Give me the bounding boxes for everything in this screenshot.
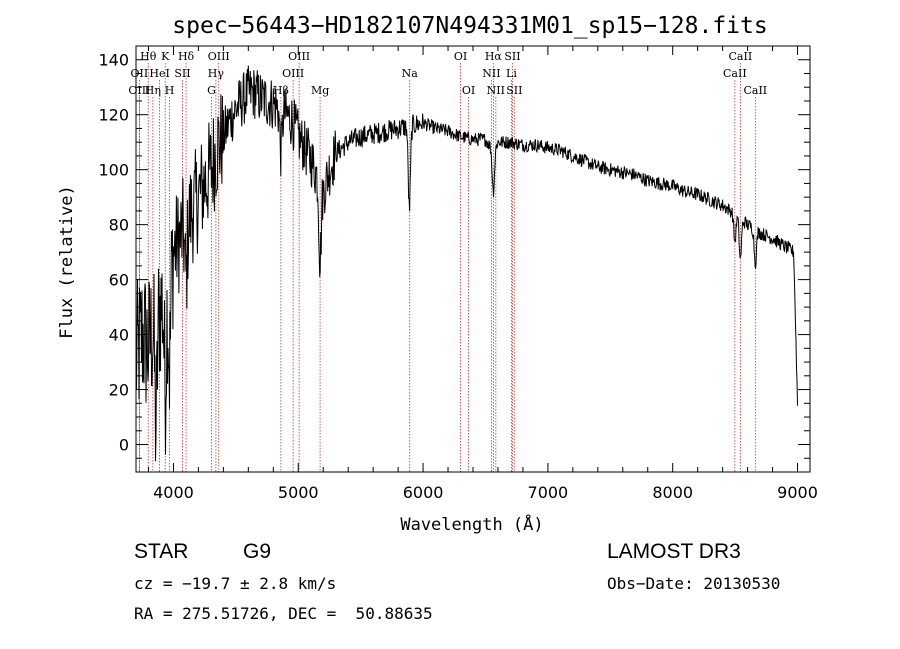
y-tick-label: 100 [98,161,129,180]
line-label: SII [174,67,190,80]
y-tick-label: 0 [119,436,129,455]
line-label: Mg [311,84,329,97]
line-label: Li [506,67,517,80]
y-tick-label: 80 [109,216,129,235]
radial-velocity: cz = −19.7 ± 2.8 km/s [134,574,337,593]
line-label: Hγ [208,67,225,80]
chart-title: spec−56443−HD182107N494331M01_sp15−128.f… [172,13,767,39]
line-label: HeI [149,67,169,80]
x-tick-label: 4000 [153,483,194,502]
line-label: NII [482,67,500,80]
line-label: OIII [282,67,304,80]
x-axis-label: Wavelength (Å) [400,513,543,535]
y-tick-label: 60 [109,271,129,290]
line-label: Hθ [140,50,157,63]
spectral-subclass: G9 [243,540,272,563]
line-label: OI [462,84,475,97]
line-label: Hη [145,84,161,97]
axis-ticks: 4000 5000 6000 7000 8000 9000 0 20 40 60 80 100 120 1… [98,45,818,502]
line-label: H [165,84,175,97]
x-tick-label: 5000 [278,483,319,502]
x-tick-label: 9000 [777,483,818,502]
line-label: Hα [485,50,503,63]
line-label: NII [487,84,505,97]
line-label: SII [504,50,520,63]
line-label: CaII [723,67,747,80]
y-tick-label: 20 [109,381,129,400]
x-tick-label: 8000 [652,483,693,502]
y-tick-label: 120 [98,106,129,125]
y-tick-label: 40 [109,326,129,345]
observation-date: Obs−Date: 20130530 [607,574,781,593]
y-axis-label: Flux (relative) [57,185,77,339]
line-label: OIII [208,50,230,63]
line-label: CaII [743,84,767,97]
line-label: G [207,84,216,97]
line-label: OI [454,50,467,63]
y-tick-label: 140 [98,51,129,70]
survey-name: LAMOST DR3 [607,540,741,563]
line-label: Hδ [178,50,195,63]
line-label: Hβ [273,84,289,97]
line-label: CaII [729,50,753,63]
line-label: Na [402,67,419,80]
spectrum-series [135,65,798,462]
x-tick-label: 6000 [403,483,444,502]
line-label: OIII [288,50,310,63]
line-label: K [161,50,170,63]
line-label: SII [506,84,522,97]
line-label: OIII [128,84,150,97]
x-tick-label: 7000 [528,483,569,502]
coordinates: RA = 275.51726, DEC = 50.88635 [134,604,433,623]
object-class: STAR [134,540,189,563]
